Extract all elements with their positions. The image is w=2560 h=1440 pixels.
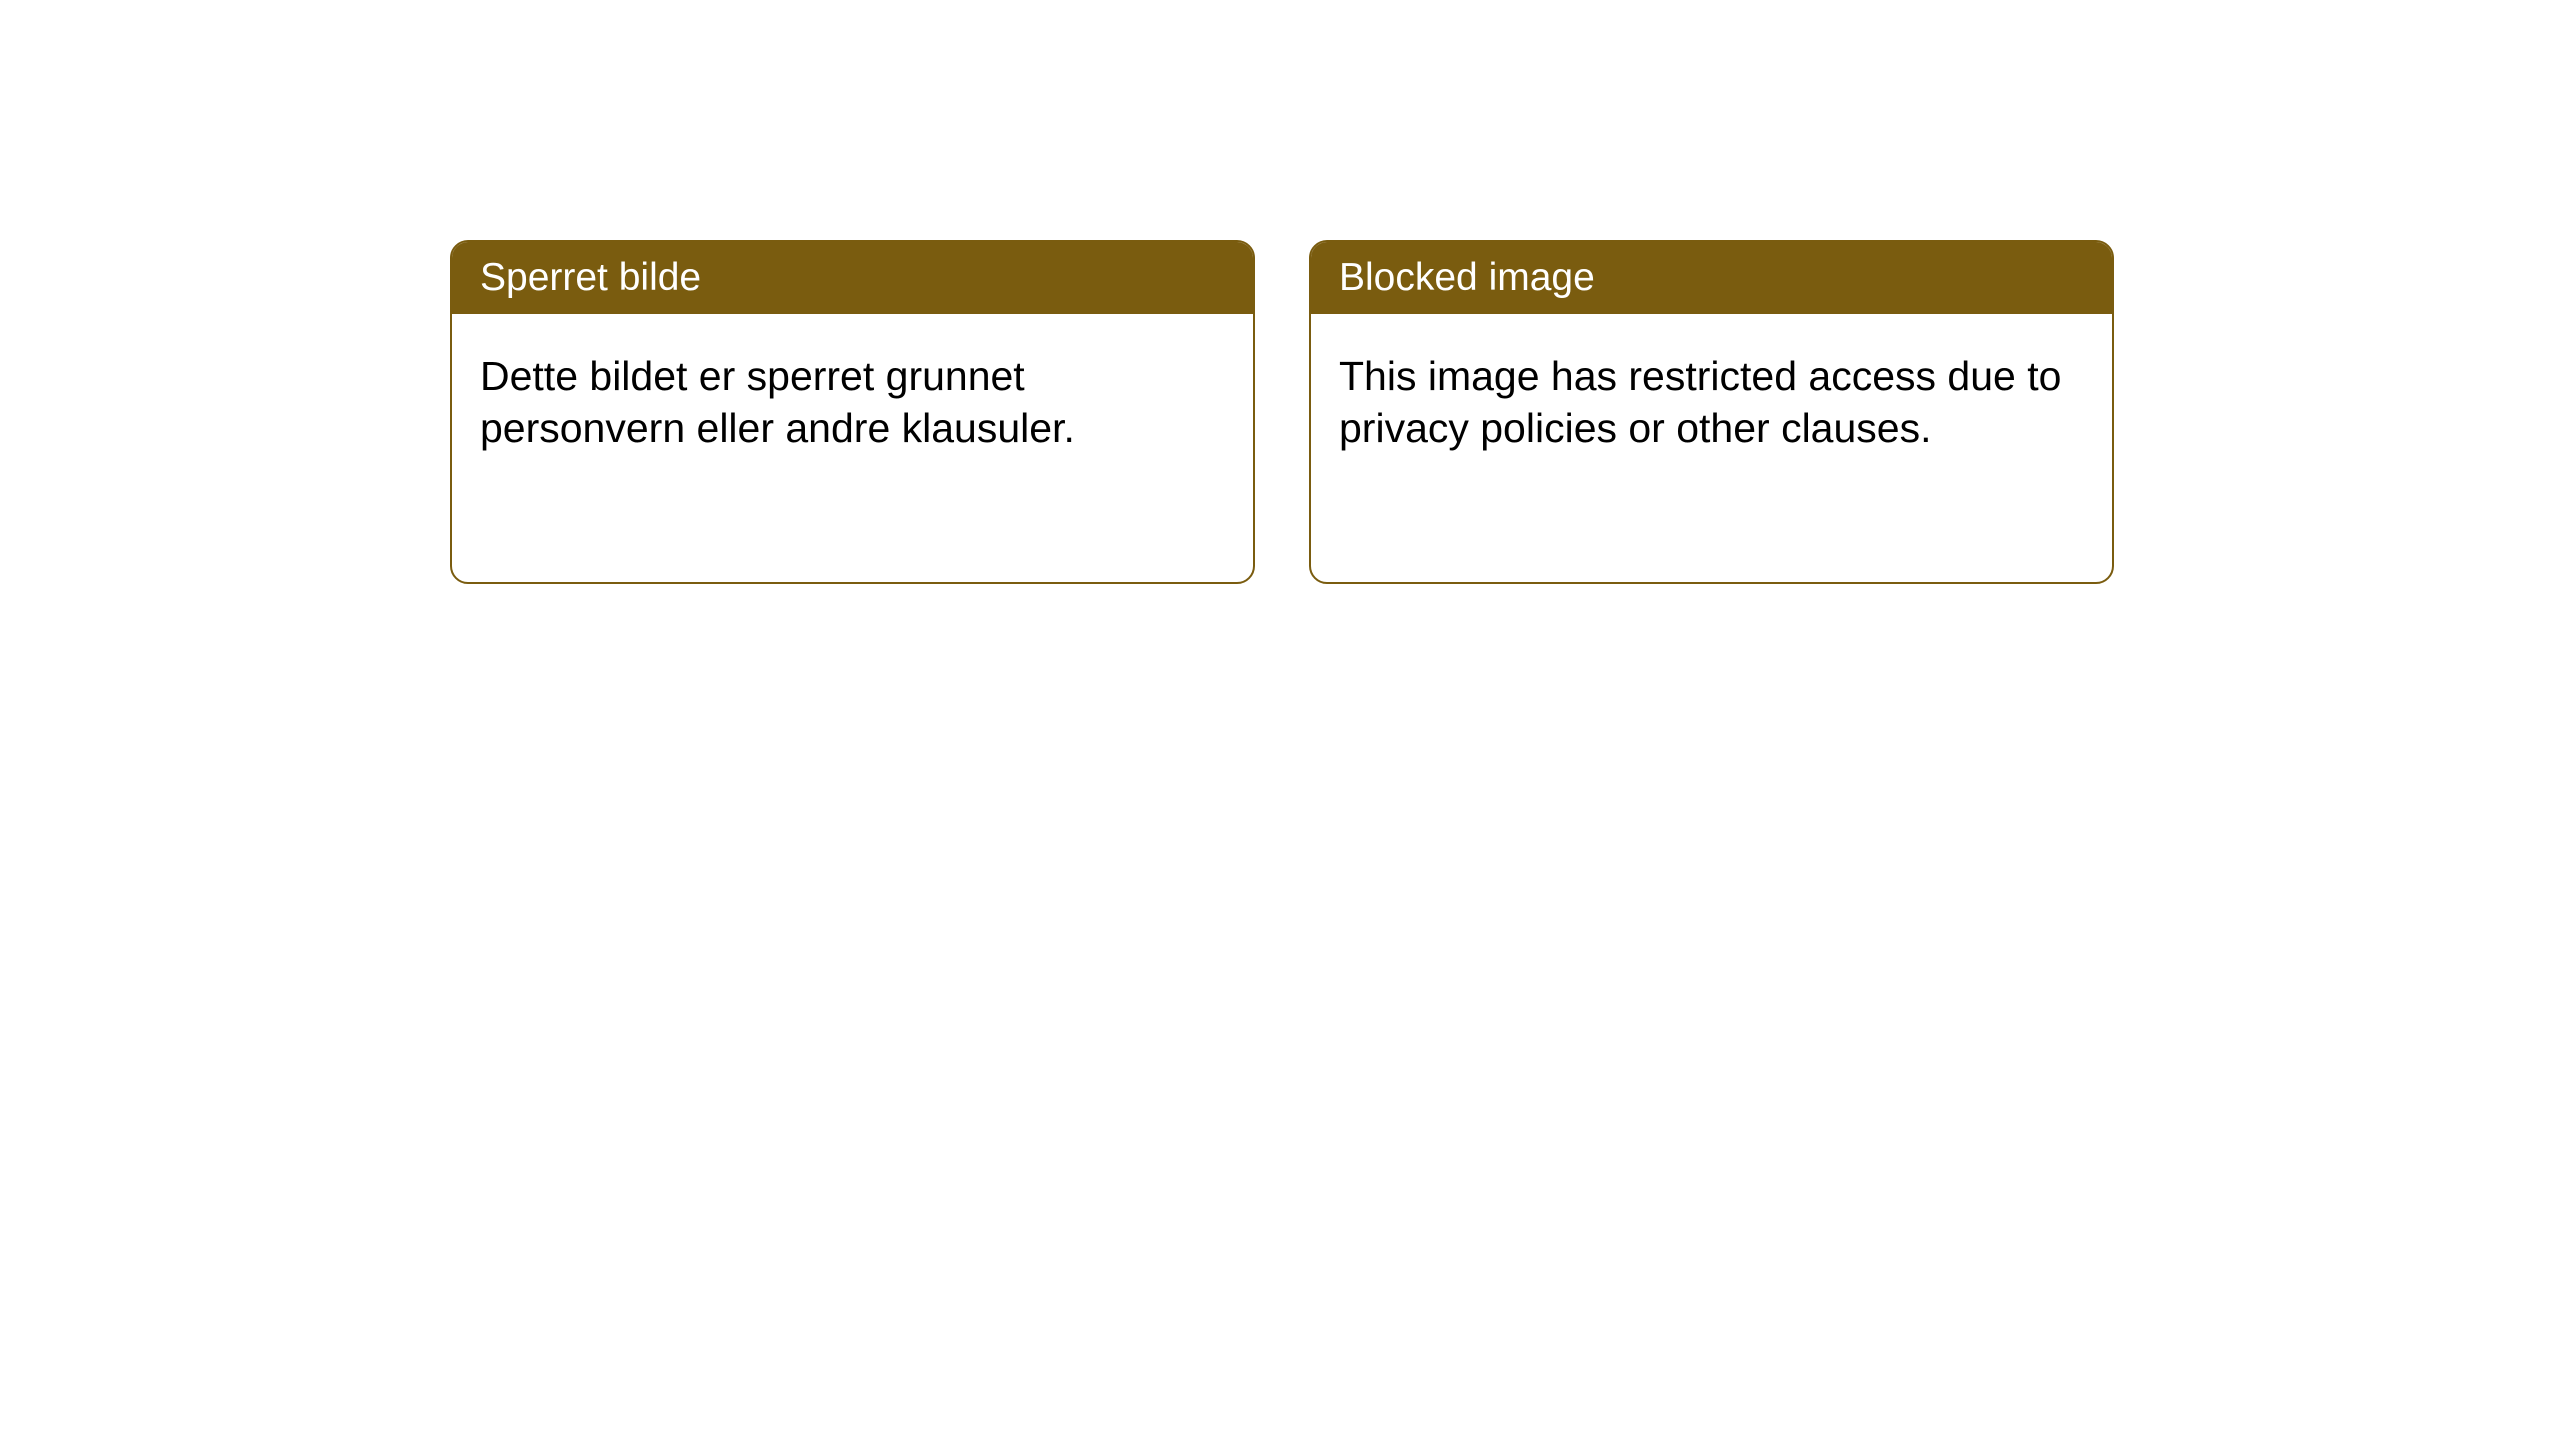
notice-message-english: This image has restricted access due to …	[1339, 350, 2084, 455]
notice-title-english: Blocked image	[1339, 256, 1595, 299]
notice-body-norwegian: Dette bildet er sperret grunnet personve…	[452, 314, 1253, 582]
notice-card-norwegian: Sperret bilde Dette bildet er sperret gr…	[450, 240, 1255, 584]
notice-body-english: This image has restricted access due to …	[1311, 314, 2112, 582]
notice-container: Sperret bilde Dette bildet er sperret gr…	[450, 240, 2114, 584]
notice-card-english: Blocked image This image has restricted …	[1309, 240, 2114, 584]
notice-header-english: Blocked image	[1311, 242, 2112, 314]
notice-header-norwegian: Sperret bilde	[452, 242, 1253, 314]
notice-title-norwegian: Sperret bilde	[480, 256, 701, 299]
notice-message-norwegian: Dette bildet er sperret grunnet personve…	[480, 350, 1225, 455]
